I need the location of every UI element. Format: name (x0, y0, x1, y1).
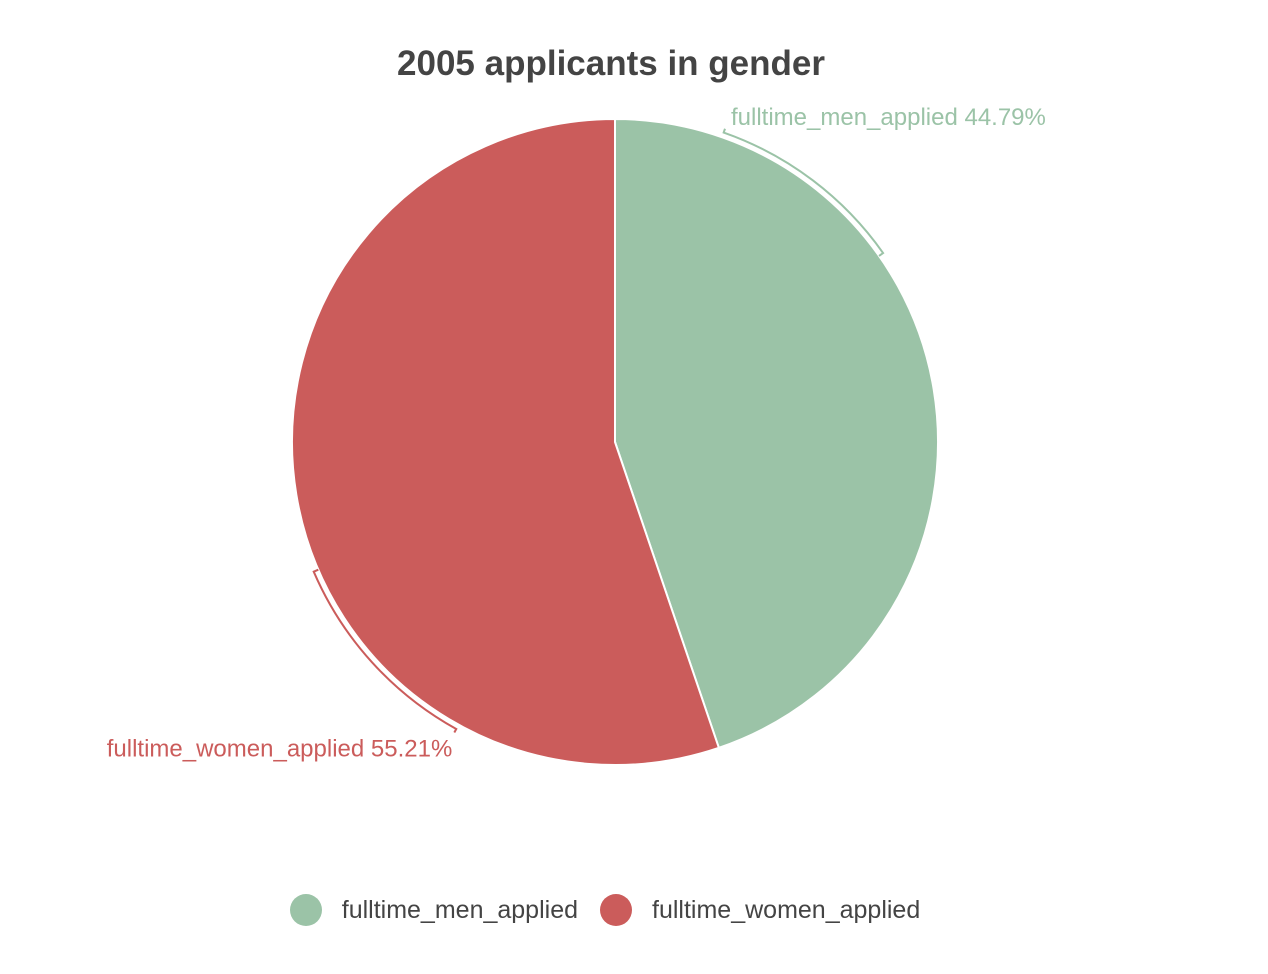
legend-swatch-women (600, 894, 633, 926)
legend-item-women[interactable]: fulltime_women_applied (600, 894, 920, 926)
label-connector-fulltime_men_applied (722, 128, 885, 257)
slice-label-fulltime_women_applied: fulltime_women_applied 55.21% (107, 736, 453, 763)
slices-group (291, 117, 940, 766)
legend-label-men: fulltime_men_applied (341, 895, 579, 924)
slice-label-fulltime_men_applied: fulltime_men_applied 44.79% (731, 104, 1046, 131)
labels-group: fulltime_men_applied 44.79% fulltime_wome… (107, 104, 1046, 763)
connectors-group (312, 128, 885, 734)
pie-slice-fulltime_men_applied[interactable] (614, 117, 940, 750)
legend-label-women: fulltime_women_applied (652, 895, 921, 924)
label-connector-fulltime_women_applied (312, 568, 458, 734)
legend-item-men[interactable]: fulltime_men_applied (289, 894, 579, 926)
legend-swatch-men (289, 894, 322, 926)
chart-title: 2005 applicants in gender (397, 44, 825, 83)
legend: fulltime_men_applied fulltime_women_appl… (0, 894, 1210, 926)
pie-slice-fulltime_women_applied[interactable] (291, 117, 721, 766)
